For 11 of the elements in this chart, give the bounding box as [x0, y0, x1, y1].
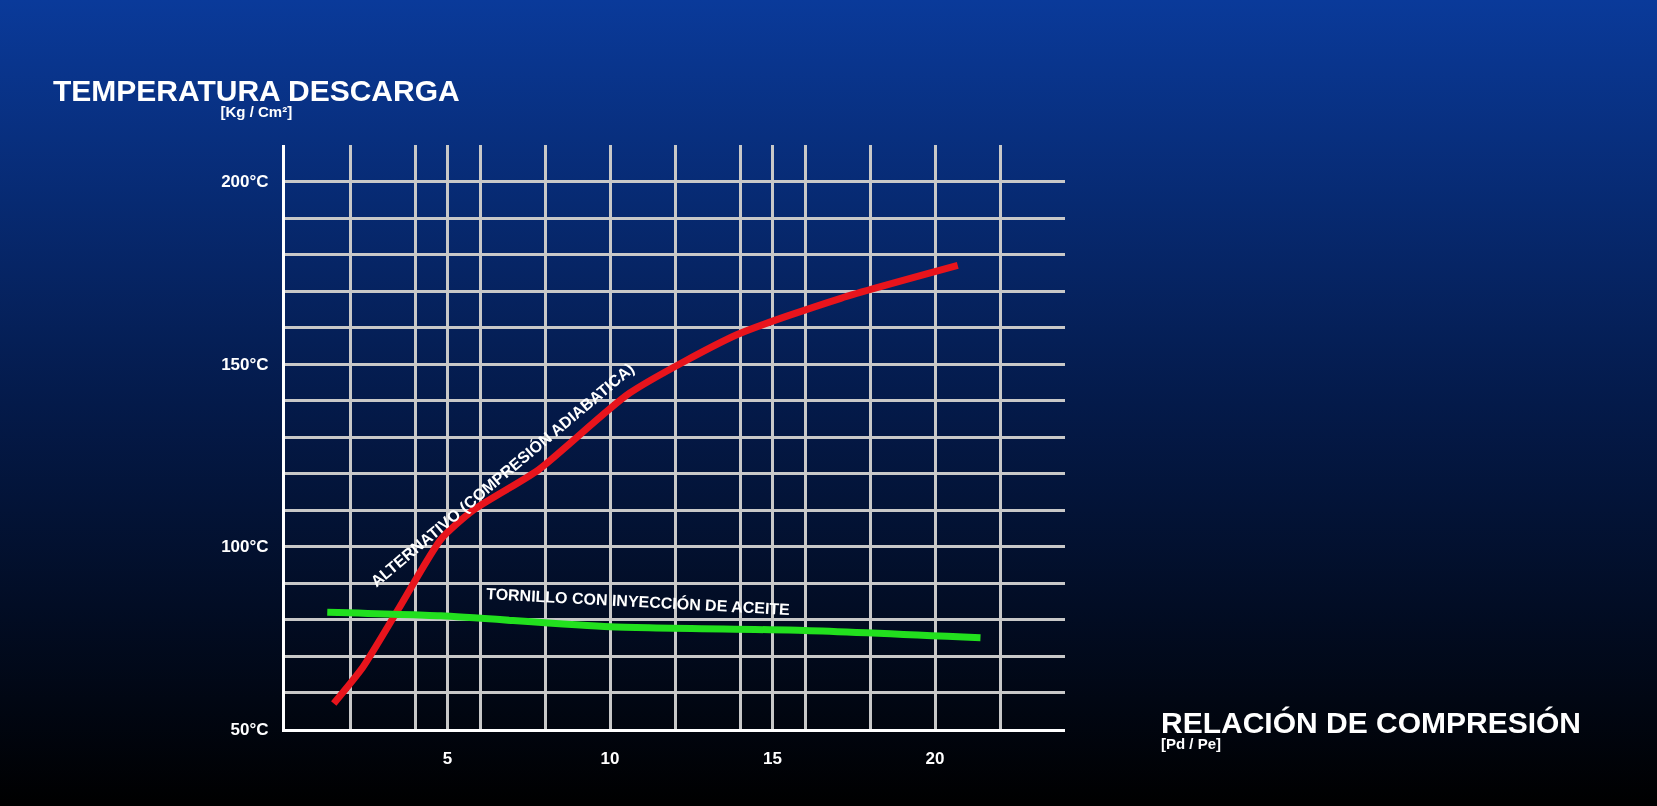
x-axis-title: RELACIÓN DE COMPRESIÓN [Pd / Pe]	[1161, 706, 1582, 752]
series-label: TORNILLO CON INYECCIÓN DE ACEITE	[485, 584, 791, 618]
y-tick-label: 200°C	[221, 172, 269, 192]
y-tick-label: 150°C	[221, 354, 269, 374]
x-tick-label: 20	[925, 749, 945, 769]
y-tick-label: 50°C	[230, 719, 269, 739]
x-tick-label: 10	[600, 749, 620, 769]
y-axis-title: TEMPERATURA DESCARGA [Kg / Cm²]	[53, 74, 460, 120]
x-tick-label: 15	[763, 749, 782, 769]
y-tick-label: 100°C	[221, 537, 269, 557]
x-tick-label: 5	[442, 749, 453, 769]
